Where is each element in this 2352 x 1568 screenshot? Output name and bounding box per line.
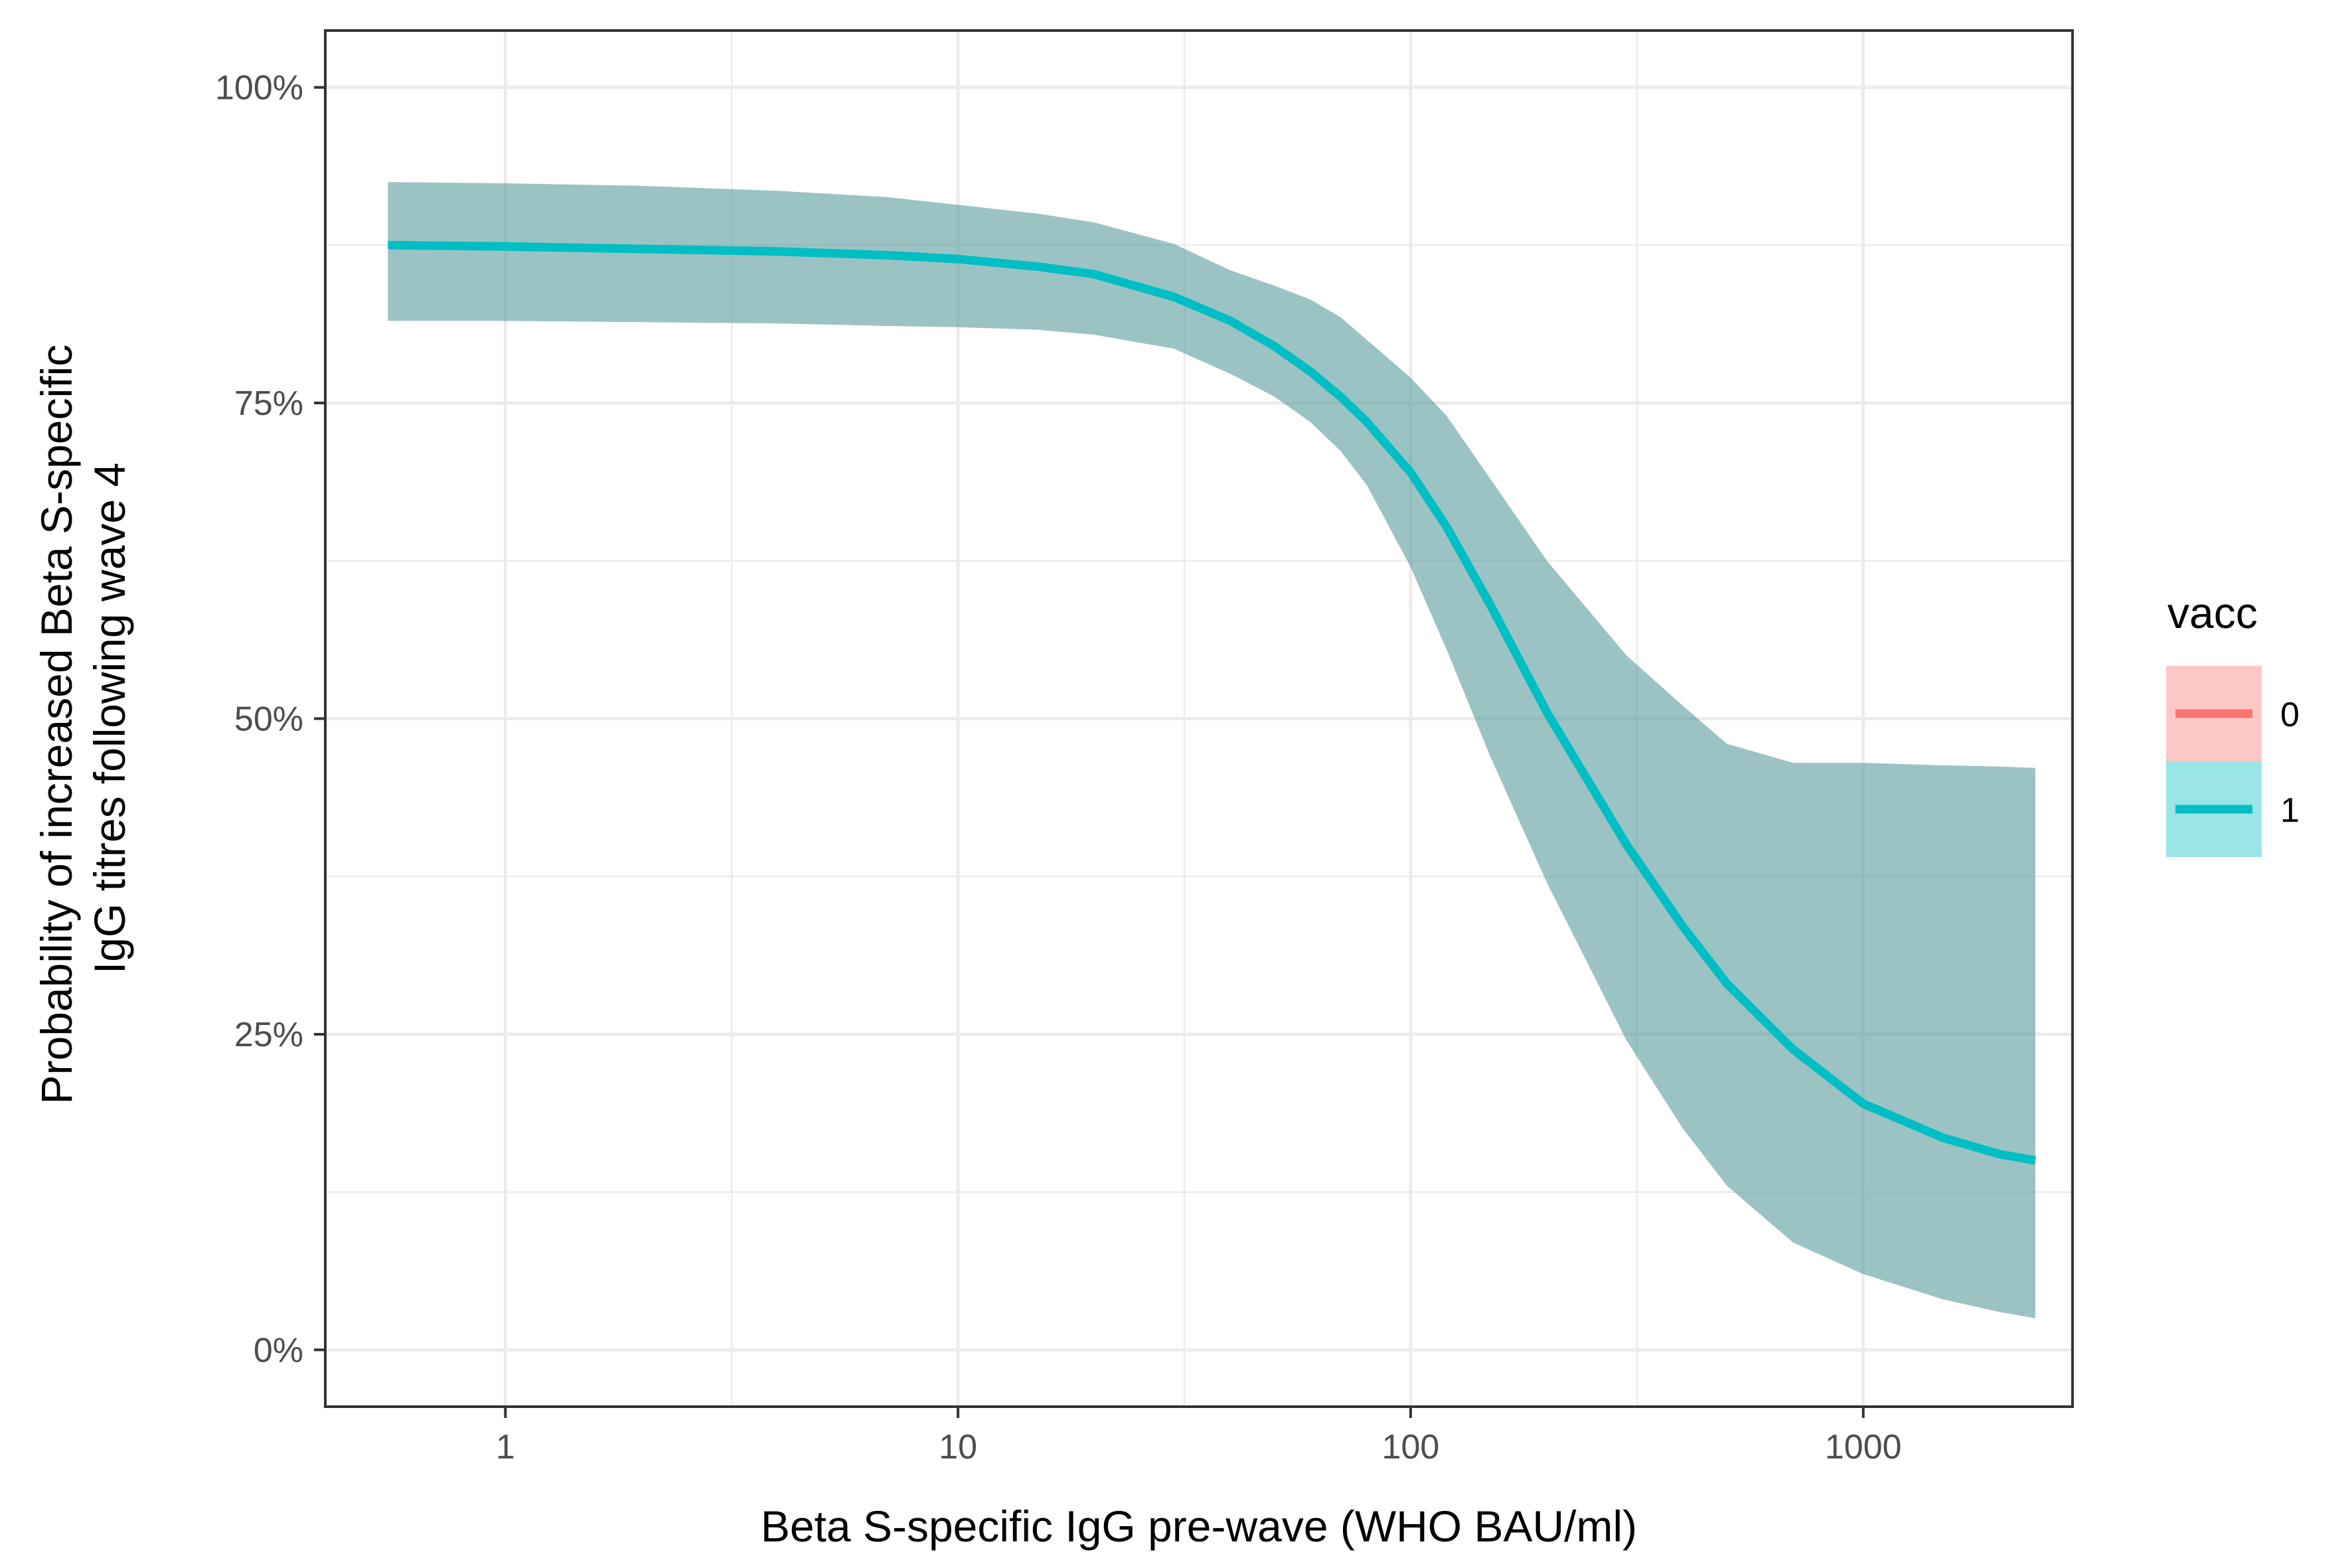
legend-label-0: 0 [2280, 696, 2300, 734]
confidence-ribbons [388, 182, 2035, 1318]
x-tick-label: 1 [496, 1428, 515, 1466]
ribbon-series-1 [388, 182, 2035, 1318]
legend: vacc 0 1 [2166, 588, 2300, 857]
y-axis-title: Probability of increased Beta S-specific… [32, 333, 134, 1105]
x-tick-label: 100 [1382, 1428, 1440, 1466]
x-axis-title: Beta S-specific IgG pre-wave (WHO BAU/ml… [761, 1502, 1637, 1551]
y-tick-label: 100% [215, 69, 303, 108]
x-tick-label: 1000 [1825, 1428, 1902, 1466]
y-tick-label: 25% [234, 1016, 303, 1054]
legend-label-1: 1 [2280, 791, 2300, 830]
y-axis-title-line-1: Probability of increased Beta S-specific [32, 345, 81, 1105]
line-series-1 [388, 240, 2037, 1165]
y-axis: 0% 25% 50% 75% 100% [215, 69, 325, 1370]
y-tick-label: 0% [254, 1331, 303, 1370]
y-tick-label: 50% [234, 700, 303, 739]
y-axis-title-line-2: IgG titres following wave 4 [85, 463, 134, 974]
x-tick-label: 10 [939, 1428, 977, 1466]
fitted-lines [388, 240, 2037, 1165]
legend-title: vacc [2167, 588, 2258, 637]
x-axis: 1 10 100 1000 [496, 1407, 1902, 1466]
y-tick-label: 75% [234, 384, 303, 423]
